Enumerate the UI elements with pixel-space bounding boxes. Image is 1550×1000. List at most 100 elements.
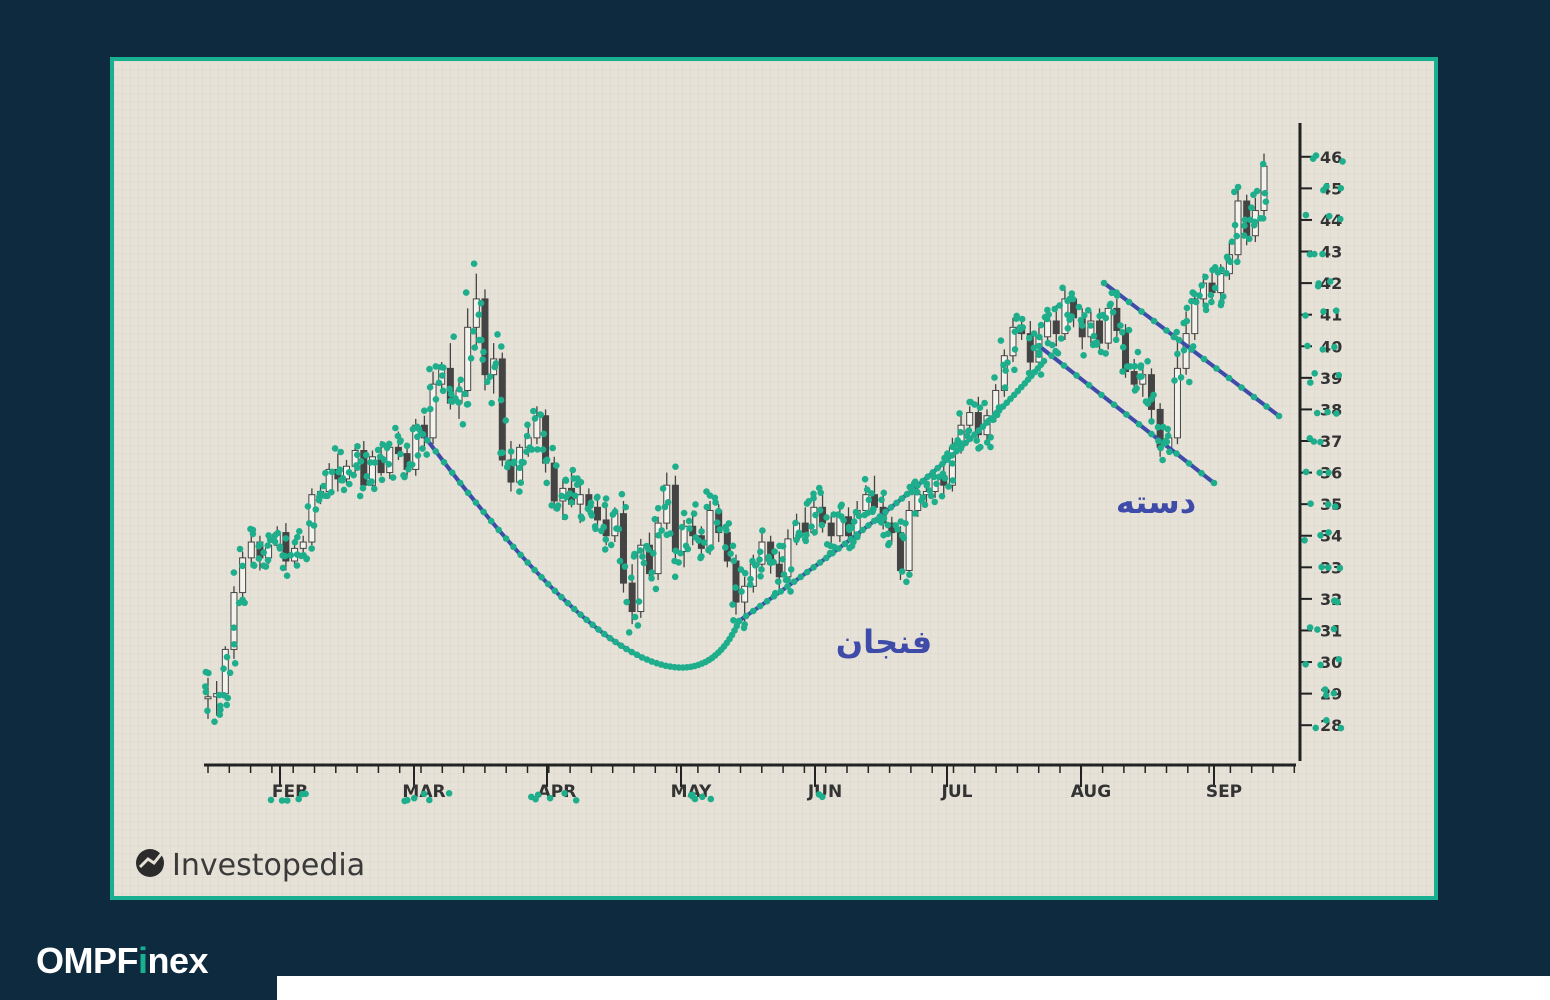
candle-body bbox=[498, 358, 506, 461]
marker-dot bbox=[1113, 289, 1120, 296]
candle-body bbox=[1130, 371, 1138, 385]
marker-dot bbox=[478, 336, 485, 344]
marker-dot bbox=[909, 486, 916, 494]
marker-dot bbox=[265, 532, 272, 539]
y-tick-label: 44 bbox=[1320, 211, 1342, 230]
candle-52 bbox=[654, 516, 662, 580]
candle-4 bbox=[239, 551, 247, 599]
marker-dot bbox=[516, 488, 523, 495]
marker-dot bbox=[1302, 468, 1310, 476]
marker-dot bbox=[1159, 456, 1166, 464]
marker-dot bbox=[1330, 625, 1338, 633]
marker-dot bbox=[919, 477, 927, 485]
candle-body bbox=[732, 560, 740, 603]
marker-dot bbox=[705, 546, 712, 554]
marker-dot bbox=[618, 490, 626, 498]
candle-body bbox=[1217, 273, 1225, 294]
marker-dot bbox=[528, 793, 535, 801]
marker-dot bbox=[765, 553, 773, 561]
marker-dot bbox=[648, 569, 656, 576]
handle-label: دسته bbox=[1116, 483, 1196, 521]
marker-dot bbox=[346, 480, 353, 488]
marker-dot bbox=[570, 605, 578, 613]
marker-dot bbox=[1011, 346, 1019, 353]
marker-dot bbox=[840, 517, 847, 524]
marker-dot bbox=[480, 348, 487, 356]
marker-dot bbox=[357, 458, 365, 465]
marker-dot bbox=[652, 585, 660, 593]
marker-dot bbox=[956, 410, 963, 417]
marker-dot bbox=[797, 573, 804, 581]
marker-dot bbox=[1314, 282, 1322, 290]
marker-dot bbox=[939, 460, 946, 468]
candle-112 bbox=[1173, 339, 1181, 445]
marker-dot bbox=[255, 555, 263, 562]
marker-dot bbox=[1036, 333, 1043, 341]
marker-dot bbox=[664, 499, 672, 506]
marker-dot bbox=[488, 399, 496, 407]
marker-dot bbox=[461, 390, 469, 398]
marker-dot bbox=[1049, 341, 1056, 349]
candle-88 bbox=[966, 406, 974, 432]
marker-dot bbox=[250, 562, 258, 569]
marker-dot bbox=[727, 550, 734, 557]
marker-dot bbox=[405, 465, 412, 473]
marker-dot bbox=[568, 499, 575, 506]
marker-dot bbox=[296, 528, 303, 535]
marker-dot bbox=[528, 446, 536, 453]
marker-dot bbox=[353, 451, 361, 459]
marker-dot bbox=[549, 444, 556, 452]
marker-dot bbox=[1077, 317, 1085, 324]
marker-dot bbox=[1213, 365, 1220, 372]
marker-dot bbox=[303, 555, 310, 562]
marker-dot bbox=[1208, 298, 1215, 306]
marker-dot bbox=[876, 513, 884, 520]
marker-dot bbox=[1164, 432, 1172, 440]
marker-dot bbox=[954, 437, 961, 444]
marker-dot bbox=[1175, 336, 1183, 344]
y-tick-label: 43 bbox=[1320, 243, 1342, 262]
marker-dot bbox=[291, 539, 299, 546]
marker-dot bbox=[1223, 253, 1231, 261]
marker-dot bbox=[616, 557, 624, 565]
marker-dot bbox=[446, 385, 453, 393]
marker-dot bbox=[498, 343, 505, 350]
marker-dot bbox=[239, 562, 246, 570]
marker-dot bbox=[1234, 258, 1241, 266]
marker-dot bbox=[264, 542, 272, 549]
marker-dot bbox=[1073, 372, 1080, 379]
brand-text-part3: nex bbox=[147, 940, 209, 981]
marker-dot bbox=[1231, 188, 1238, 196]
investopedia-logo: Investopedia bbox=[136, 848, 365, 883]
marker-dot bbox=[1036, 348, 1043, 356]
marker-dot bbox=[979, 423, 987, 430]
marker-dot bbox=[695, 537, 702, 544]
marker-dot bbox=[1325, 212, 1333, 220]
marker-dot bbox=[1240, 232, 1248, 239]
marker-dot bbox=[340, 486, 348, 494]
marker-dot bbox=[878, 496, 885, 504]
marker-dot bbox=[295, 795, 302, 803]
marker-dot bbox=[625, 629, 633, 636]
cup-label: فنجان bbox=[836, 623, 932, 661]
marker-dot bbox=[1202, 306, 1210, 314]
marker-dot bbox=[1210, 479, 1218, 487]
marker-dot bbox=[971, 431, 978, 439]
marker-dot bbox=[1234, 183, 1242, 191]
marker-dot bbox=[1052, 347, 1059, 355]
marker-dot bbox=[516, 464, 523, 472]
marker-dot bbox=[680, 509, 688, 517]
marker-dot bbox=[903, 490, 911, 498]
marker-dot bbox=[715, 507, 722, 515]
marker-dot bbox=[884, 521, 892, 529]
candle-body bbox=[905, 509, 913, 571]
marker-dot bbox=[859, 526, 866, 534]
marker-dot bbox=[861, 475, 869, 483]
marker-dot bbox=[966, 398, 973, 406]
marker-dot bbox=[1045, 311, 1052, 318]
marker-dot bbox=[1314, 626, 1321, 633]
marker-dot bbox=[1325, 469, 1332, 477]
marker-dot bbox=[648, 575, 655, 582]
candle-body bbox=[507, 459, 515, 483]
marker-dot bbox=[749, 607, 757, 615]
